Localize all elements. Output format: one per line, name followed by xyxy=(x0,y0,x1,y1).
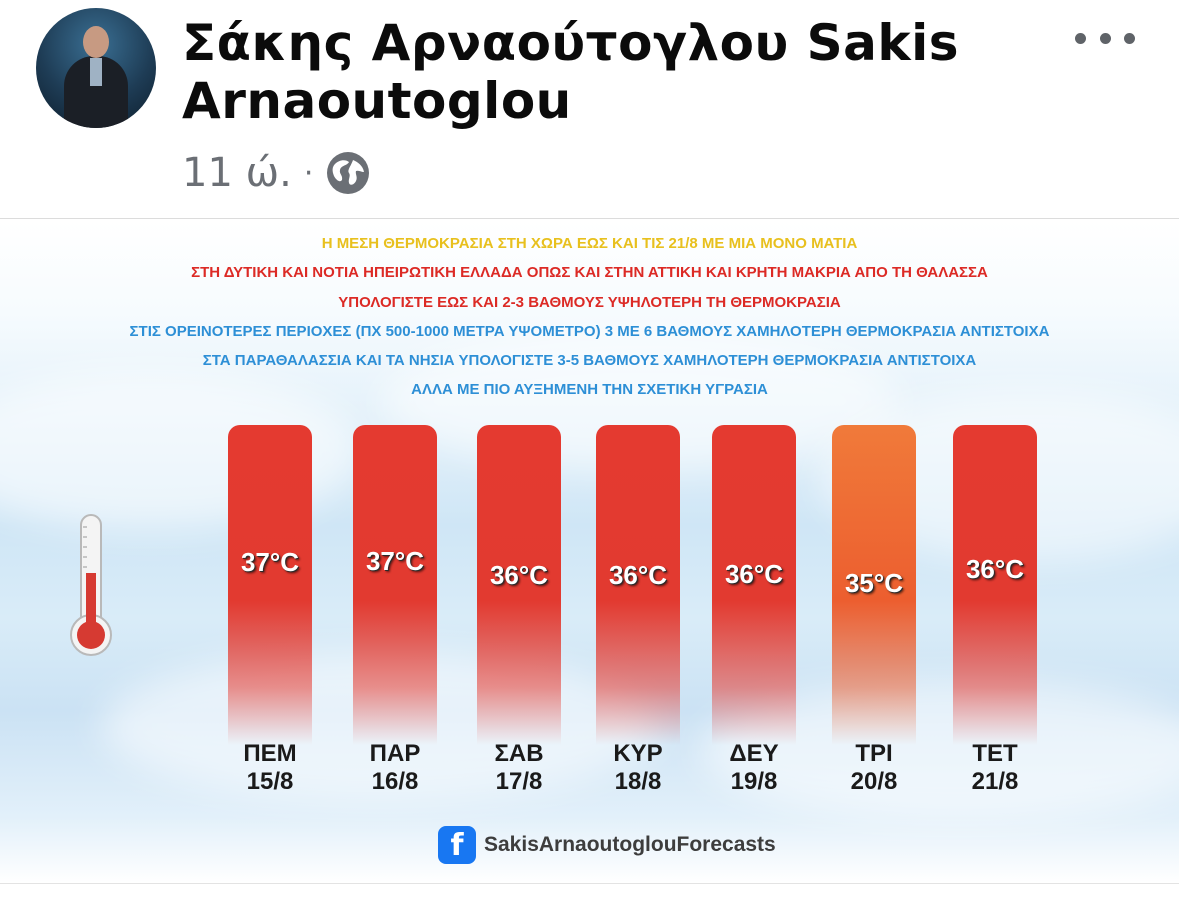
day-date: 18/8 xyxy=(614,768,662,795)
day-name: ΠΕΜ xyxy=(243,740,297,767)
day-date: 16/8 xyxy=(371,768,419,795)
info-line: ΥΠΟΛΟΓΙΣΤΕ ΕΩΣ ΚΑΙ 2-3 ΒΑΘΜΟΥΣ ΥΨΗΛΟΤΕΡΗ… xyxy=(338,293,841,311)
avatar-shirt xyxy=(90,58,102,86)
post-image[interactable]: Η ΜΕΣΗ ΘΕΡΜΟΚΡΑΣΙΑ ΣΤΗ ΧΩΡΑ ΕΩΣ ΚΑΙ ΤΙΣ … xyxy=(0,221,1179,883)
temperature-label: 36°C xyxy=(608,560,668,590)
day-date: 17/8 xyxy=(495,768,543,795)
day-name: ΠΑΡ xyxy=(369,740,421,767)
day-label: ΔΕΥ 19/8 xyxy=(699,740,809,796)
day-name: ΤΡΙ xyxy=(855,740,893,767)
day-name: ΣΑΒ xyxy=(494,740,544,767)
day-label: ΚΥΡ 18/8 xyxy=(583,740,693,796)
day-date: 20/8 xyxy=(850,768,898,795)
temperature-label: 36°C xyxy=(965,554,1025,584)
author-name[interactable]: Σάκης Αρναούτογλου Sakis Arnaoutoglou xyxy=(182,14,960,130)
more-dot xyxy=(1124,32,1135,44)
day-name: ΔΕΥ xyxy=(729,740,779,767)
temperature-label: 35°C xyxy=(844,568,904,598)
info-line: ΑΛΛΑ ΜΕ ΠΙΟ ΑΥΞΗΜΕΝΗ ΤΗΝ ΣΧΕΤΙΚΗ ΥΓΡΑΣΙΑ xyxy=(411,381,768,399)
day-label: ΤΡΙ 20/8 xyxy=(819,740,929,796)
temperature-bar: 36°C xyxy=(712,425,796,745)
day-name: ΤΕΤ xyxy=(972,740,1018,767)
avatar-head xyxy=(83,26,109,58)
day-label: ΣΑΒ 17/8 xyxy=(464,740,574,796)
day-date: 21/8 xyxy=(971,768,1019,795)
temperature-bar: 37°C xyxy=(228,425,312,745)
temperature-bar: 35°C xyxy=(832,425,916,745)
day-label: ΠΑΡ 16/8 xyxy=(340,740,450,796)
avatar[interactable] xyxy=(36,8,156,128)
info-line: ΣΤΙΣ ΟΡΕΙΝΟΤΕΡΕΣ ΠΕΡΙΟΧΕΣ (ΠΧ 500-1000 Μ… xyxy=(129,322,1050,340)
post-header: Σάκης Αρναούτογλου Sakis Arnaoutoglou 11… xyxy=(0,0,1179,220)
temperature-bar: 37°C xyxy=(353,425,437,745)
temperature-bar: 36°C xyxy=(477,425,561,745)
more-dot xyxy=(1075,32,1086,44)
temperature-label: 37°C xyxy=(240,547,300,577)
facebook-icon: f xyxy=(438,826,476,864)
temperature-label: 36°C xyxy=(724,559,784,589)
temperature-label: 36°C xyxy=(489,560,549,590)
thermometer-icon xyxy=(70,514,112,656)
day-name: ΚΥΡ xyxy=(613,740,663,767)
day-label: ΤΕΤ 21/8 xyxy=(940,740,1050,796)
info-line: ΣΤΑ ΠΑΡΑΘΑΛΑΣΣΙΑ ΚΑΙ ΤΑ ΝΗΣΙΑ ΥΠΟΛΟΓΙΣΤΕ… xyxy=(202,352,977,370)
globe-icon[interactable] xyxy=(325,150,371,196)
brand-text: SakisArnaoutoglouForecasts xyxy=(484,833,776,856)
more-options-icon[interactable] xyxy=(1075,24,1135,52)
day-date: 15/8 xyxy=(246,768,294,795)
brand-signature: f SakisArnaoutoglouForecasts xyxy=(438,825,776,865)
day-label: ΠΕΜ 15/8 xyxy=(215,740,325,796)
temperature-bar: 36°C xyxy=(596,425,680,745)
info-text-block: Η ΜΕΣΗ ΘΕΡΜΟΚΡΑΣΙΑ ΣΤΗ ΧΩΡΑ ΕΩΣ ΚΑΙ ΤΙΣ … xyxy=(0,229,1179,405)
post-meta: 11 ώ. · xyxy=(182,148,371,198)
temperature-bar: 36°C xyxy=(953,425,1037,745)
more-dot xyxy=(1099,32,1111,44)
header-divider xyxy=(0,218,1179,219)
bottom-divider xyxy=(0,883,1179,884)
info-line: Η ΜΕΣΗ ΘΕΡΜΟΚΡΑΣΙΑ ΣΤΗ ΧΩΡΑ ΕΩΣ ΚΑΙ ΤΙΣ … xyxy=(321,235,858,252)
temperature-label: 37°C xyxy=(365,546,425,576)
meta-separator: · xyxy=(303,155,314,191)
post-time[interactable]: 11 ώ. xyxy=(182,150,292,196)
info-line: ΣΤΗ ΔΥΤΙΚΗ ΚΑΙ ΝΟΤΙΑ ΗΠΕΙΡΩΤΙΚΗ ΕΛΛΑΔΑ Ο… xyxy=(191,264,988,282)
day-date: 19/8 xyxy=(730,768,778,795)
